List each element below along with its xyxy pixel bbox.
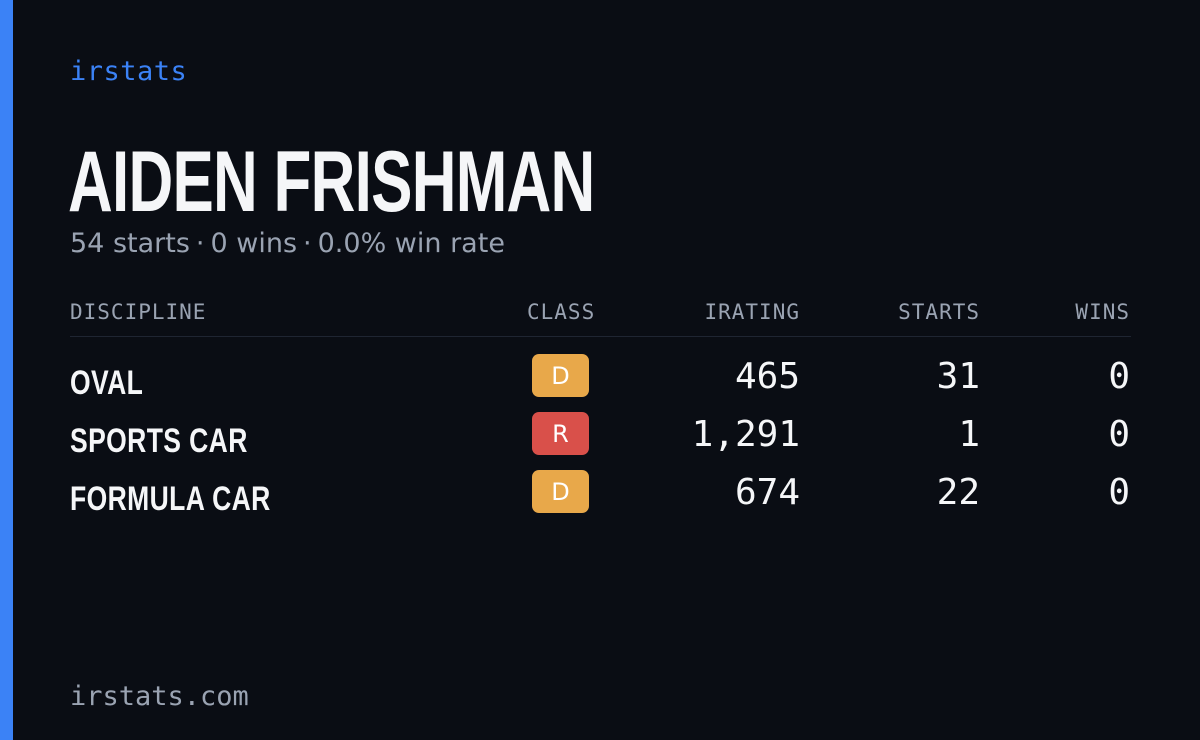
footer-domain: irstats.com — [70, 681, 249, 712]
wins-count: 0 wins — [210, 228, 298, 259]
starts-value: 22 — [936, 472, 980, 513]
table-row: OVAL D 465 31 0 — [0, 354, 1200, 412]
header-irating: IRATING — [704, 300, 800, 324]
wins-value: 0 — [1108, 356, 1130, 397]
separator-dot: · — [195, 228, 205, 259]
discipline-name: SPORTS CAR — [70, 422, 248, 460]
header-starts: STARTS — [898, 300, 980, 324]
class-badge: D — [532, 354, 589, 397]
wins-value: 0 — [1108, 414, 1130, 455]
table-row: SPORTS CAR R 1,291 1 0 — [0, 412, 1200, 470]
header-class: CLASS — [527, 300, 596, 324]
wins-value: 0 — [1108, 472, 1130, 513]
irating-value: 674 — [734, 472, 800, 513]
header-wins: WINS — [1075, 300, 1130, 324]
accent-bar — [0, 0, 13, 740]
irating-value: 1,291 — [691, 414, 800, 455]
win-rate: 0.0% win rate — [317, 228, 505, 259]
table-row: FORMULA CAR D 674 22 0 — [0, 470, 1200, 528]
header-discipline: DISCIPLINE — [70, 300, 207, 324]
irating-value: 465 — [734, 356, 800, 397]
discipline-name: OVAL — [70, 364, 144, 402]
class-badge: D — [532, 470, 589, 513]
player-name: AIDEN FRISHMAN — [68, 134, 595, 230]
separator-dot: · — [303, 228, 312, 259]
brand-logo-text: irstats — [70, 56, 188, 87]
class-badge: R — [532, 412, 589, 455]
discipline-name: FORMULA CAR — [70, 480, 271, 518]
player-summary: 54 starts · 0 wins · 0.0% win rate — [70, 228, 505, 259]
starts-count: 54 starts — [70, 228, 190, 259]
starts-value: 31 — [936, 356, 980, 397]
header-divider — [70, 336, 1131, 337]
starts-value: 1 — [958, 414, 980, 455]
